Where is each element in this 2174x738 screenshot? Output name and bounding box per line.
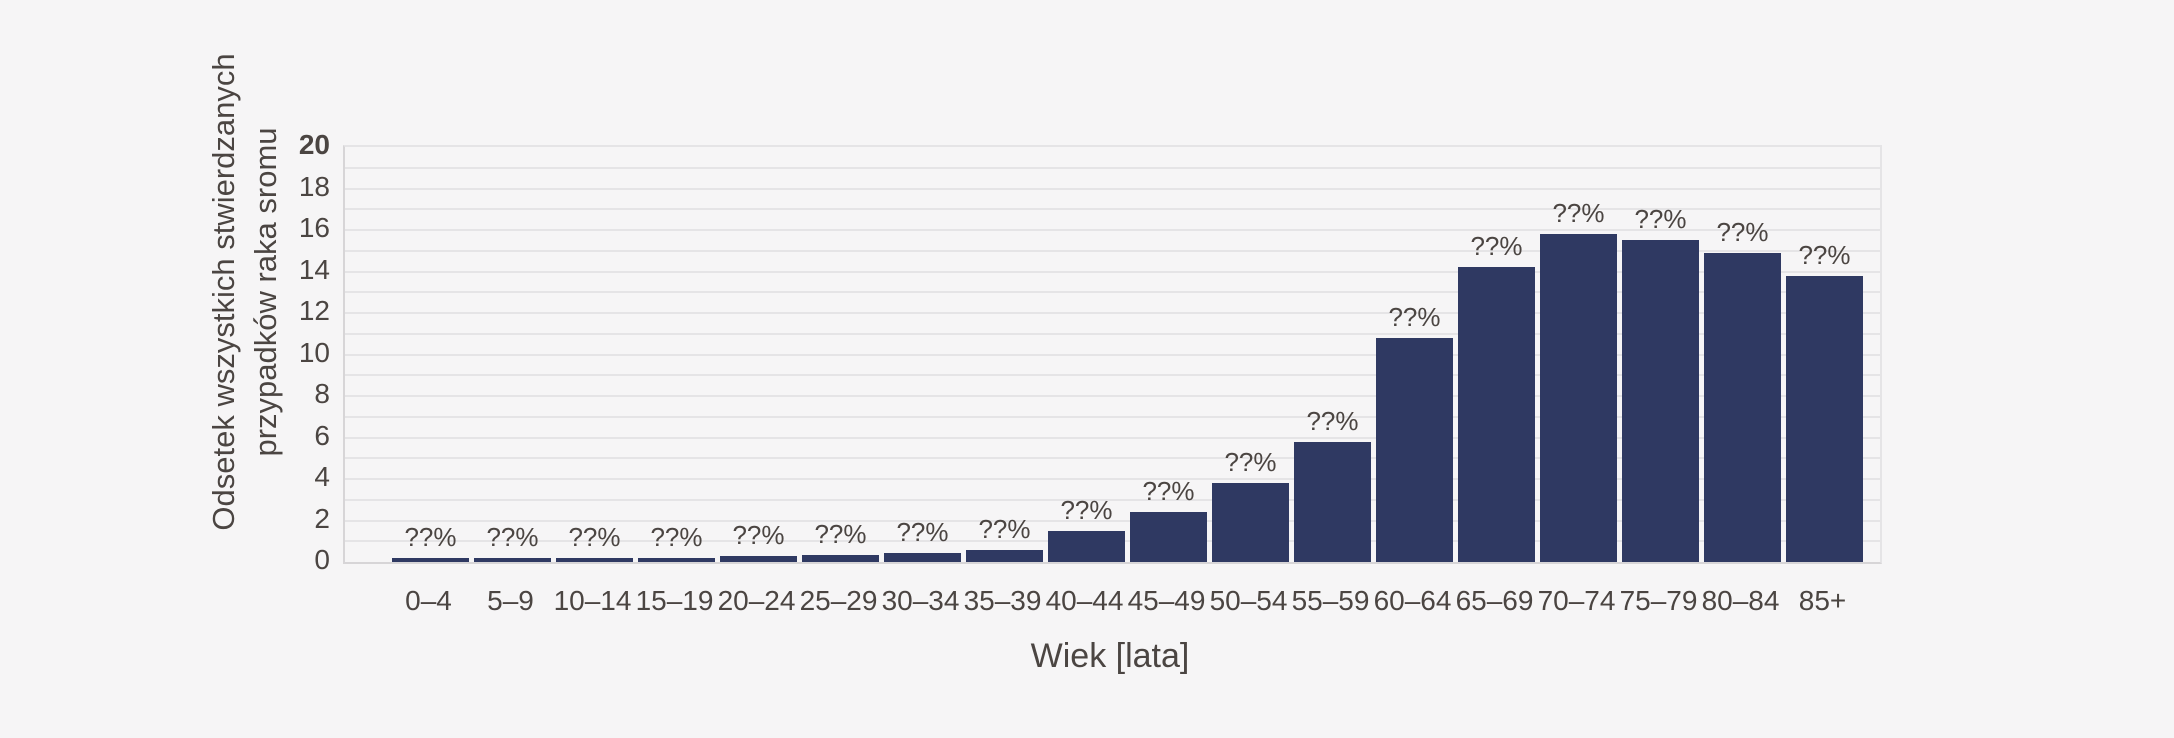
gridline (345, 498, 1880, 501)
bar-value-label: ??% (1224, 447, 1277, 478)
bar (1130, 512, 1207, 562)
x-tick-label: 80–84 (1701, 585, 1780, 616)
gridline (345, 208, 1880, 211)
gridline (345, 229, 1880, 231)
bar-value-label: ??% (1470, 231, 1523, 262)
gridline (345, 374, 1880, 377)
x-tick-label: 25–29 (799, 585, 878, 616)
gridline (345, 187, 1880, 190)
y-tick-label: 6 (314, 419, 330, 451)
bar-value-label: ??% (1306, 405, 1359, 436)
y-tick-label: 10 (298, 336, 330, 368)
bar-value-label: ??% (1798, 239, 1851, 270)
bar (1540, 234, 1617, 562)
x-tick-label: 85+ (1798, 585, 1847, 616)
y-tick-label: 0 (314, 544, 330, 575)
x-tick-label: 20–24 (717, 585, 796, 616)
bar (720, 555, 797, 562)
bar-value-label: ??% (650, 521, 703, 552)
bar-value-label: ??% (404, 521, 457, 552)
bar-value-label: ??% (486, 521, 539, 552)
x-tick-label: 65–69 (1455, 585, 1534, 616)
bar (638, 557, 715, 562)
bar (1786, 275, 1863, 562)
x-tick-label: 70–74 (1537, 585, 1616, 616)
gridline (345, 249, 1880, 252)
x-tick-label: 45–49 (1127, 585, 1206, 616)
y-tick-label: 12 (298, 295, 330, 326)
x-tick-label: 15–19 (635, 585, 714, 616)
y-tick-label: 8 (314, 378, 330, 409)
bar-value-label: ??% (1716, 216, 1769, 247)
gridline (345, 270, 1880, 273)
x-tick-label: 0–4 (405, 585, 452, 616)
x-tick-label: 55–59 (1291, 585, 1370, 616)
gridline (345, 436, 1880, 439)
bar-value-label: ??% (732, 519, 785, 550)
y-tick-label: 18 (298, 170, 330, 202)
gridline (345, 353, 1880, 356)
bar (392, 557, 469, 562)
bar-value-label: ??% (568, 521, 621, 552)
bar-value-label: ??% (1388, 301, 1441, 332)
x-tick-label: 50–54 (1209, 585, 1288, 616)
gridline (345, 291, 1880, 294)
gridline (345, 332, 1880, 335)
x-tick-label: 35–39 (963, 585, 1042, 616)
bar (1212, 483, 1289, 562)
bar (1376, 337, 1453, 562)
x-tick-label: 60–64 (1373, 585, 1452, 616)
bar-value-label: ??% (814, 518, 867, 549)
bar-value-label: ??% (896, 516, 949, 547)
x-tick-label: 5–9 (487, 585, 534, 616)
x-tick-label: 30–34 (881, 585, 960, 616)
gridline (345, 312, 1880, 314)
plot-area: ??%??%??%??%??%??%??%??%??%??%??%??%??%?… (343, 145, 1882, 564)
bar-value-label: ??% (1142, 476, 1195, 507)
bar (556, 557, 633, 562)
bar-value-label: ??% (1634, 204, 1687, 235)
bar (1622, 240, 1699, 562)
y-tick-label: 16 (298, 212, 330, 243)
y-tick-label: 4 (314, 461, 330, 492)
gridline (345, 166, 1880, 169)
gridline (345, 478, 1880, 480)
bar-value-label: ??% (1552, 198, 1605, 229)
gridline (345, 519, 1880, 522)
gridline (345, 457, 1880, 460)
bar (1458, 267, 1535, 562)
x-tick-label: 75–79 (1619, 585, 1698, 616)
gridline (345, 395, 1880, 397)
y-tick-label: 2 (314, 502, 330, 534)
bar-value-label: ??% (978, 513, 1031, 544)
bar (1704, 252, 1781, 562)
bar (1294, 441, 1371, 562)
y-tick-label: 14 (298, 253, 330, 285)
x-tick-label: 10–14 (553, 585, 632, 616)
bar (802, 554, 879, 562)
bar-value-label: ??% (1060, 494, 1113, 525)
bar (474, 557, 551, 562)
bar (884, 552, 961, 562)
bar (1048, 530, 1125, 562)
y-tick-label: 20 (298, 129, 330, 160)
x-axis-title: Wiek [lata] (1030, 637, 1190, 675)
gridline (345, 415, 1880, 418)
bar (966, 549, 1043, 562)
x-tick-label: 40–44 (1045, 585, 1124, 616)
